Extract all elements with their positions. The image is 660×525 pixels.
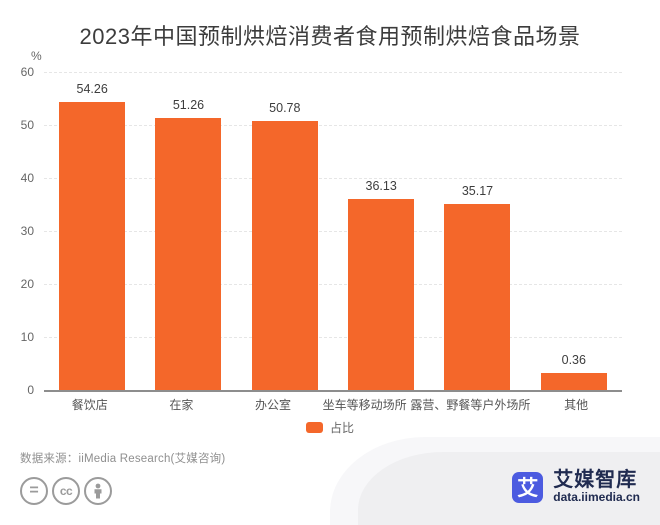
bar [540,373,607,390]
brand-watermark: 艾 艾媒智库 data.iimedia.cn [512,470,640,504]
legend-label: 占比 [329,421,354,435]
bar [348,198,415,390]
brand-logo-icon: 艾 [512,471,544,503]
bar [251,120,318,390]
x-axis-line [44,390,622,392]
plot-area: 54.26 51.26 50.78 36.13 35.17 0.36 [44,72,622,392]
y-tick-label: 10 [20,330,34,344]
license-icons-row: = cc [20,477,112,505]
brand-name: 艾媒智库 [553,469,638,492]
gridline [44,178,622,179]
bar [59,102,126,390]
y-tick-label: 50 [20,118,34,132]
bars-row: 54.26 51.26 50.78 36.13 35.17 0.36 [44,72,622,390]
x-category-label: 办公室 [254,398,291,412]
bar-value-label: 54.26 [76,82,108,97]
brand-site-url: data.iimedia.cn [553,490,640,505]
bar-slot: 36.13 [333,72,429,390]
y-tick-label: 0 [27,383,34,397]
bar [155,118,222,390]
y-tick-label: 40 [20,171,34,185]
bar-slot: 50.78 [237,72,333,390]
x-category-label: 其他 [564,398,589,412]
bar-value-label: 36.13 [365,178,397,193]
y-tick-label: 60 [20,65,34,79]
bar-value-label: 35.17 [461,183,494,198]
gridline [44,284,622,285]
bar-value-label: 51.26 [172,98,205,113]
x-axis-category-labels: 餐饮店 在家 办公室 坐车等移动场所 露营、野餐等户外场所 其他 [44,396,622,413]
gridline [44,72,622,73]
legend-swatch [305,422,323,433]
x-category-label: 餐饮店 [71,398,108,412]
y-axis-unit-label: % [31,49,42,63]
x-category-label: 在家 [169,398,194,412]
legend: 占比 [0,419,660,436]
y-tick-label: 30 [20,224,34,238]
x-category-label: 坐车等移动场所 [322,398,407,412]
chart-title: 2023年中国预制烘焙消费者食用预制烘焙食品场景 [79,24,581,49]
gridline [44,231,622,232]
gridline [44,125,622,126]
bar-slot: 51.26 [140,72,236,390]
footer-wave-background-inner [358,452,660,525]
bar-value-label: 50.78 [269,100,301,115]
gridline [44,337,622,338]
data-source-text: 数据来源：iiMedia Research(艾媒咨询) [20,453,226,465]
bar-slot: 0.36 [526,72,622,390]
y-axis-tick-labels: 60 50 40 30 20 10 0 [0,65,38,397]
bar-value-label: 0.36 [561,353,586,367]
y-tick-label: 20 [20,277,34,291]
cc-icon: cc [52,477,80,505]
bar-slot: 35.17 [429,72,525,390]
equals-icon: = [20,477,48,505]
person-icon [84,477,112,505]
bar [444,203,511,390]
bar-slot: 54.26 [44,72,140,390]
x-category-label: 露营、野餐等户外场所 [410,398,531,412]
